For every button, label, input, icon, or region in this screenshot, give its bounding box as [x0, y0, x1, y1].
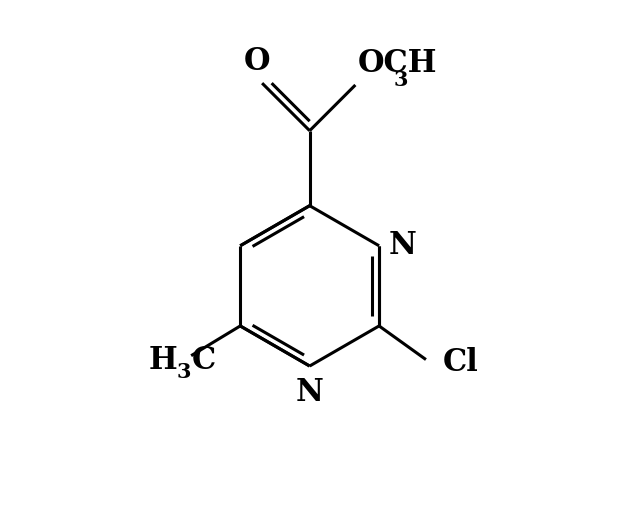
Text: N: N	[296, 378, 324, 408]
Text: 3: 3	[177, 362, 191, 382]
Text: H: H	[148, 345, 177, 376]
Text: C: C	[191, 345, 216, 376]
Text: N: N	[388, 230, 416, 261]
Text: OCH: OCH	[358, 48, 438, 79]
Text: Cl: Cl	[442, 347, 478, 378]
Text: O: O	[244, 46, 270, 77]
Text: 3: 3	[393, 70, 408, 90]
